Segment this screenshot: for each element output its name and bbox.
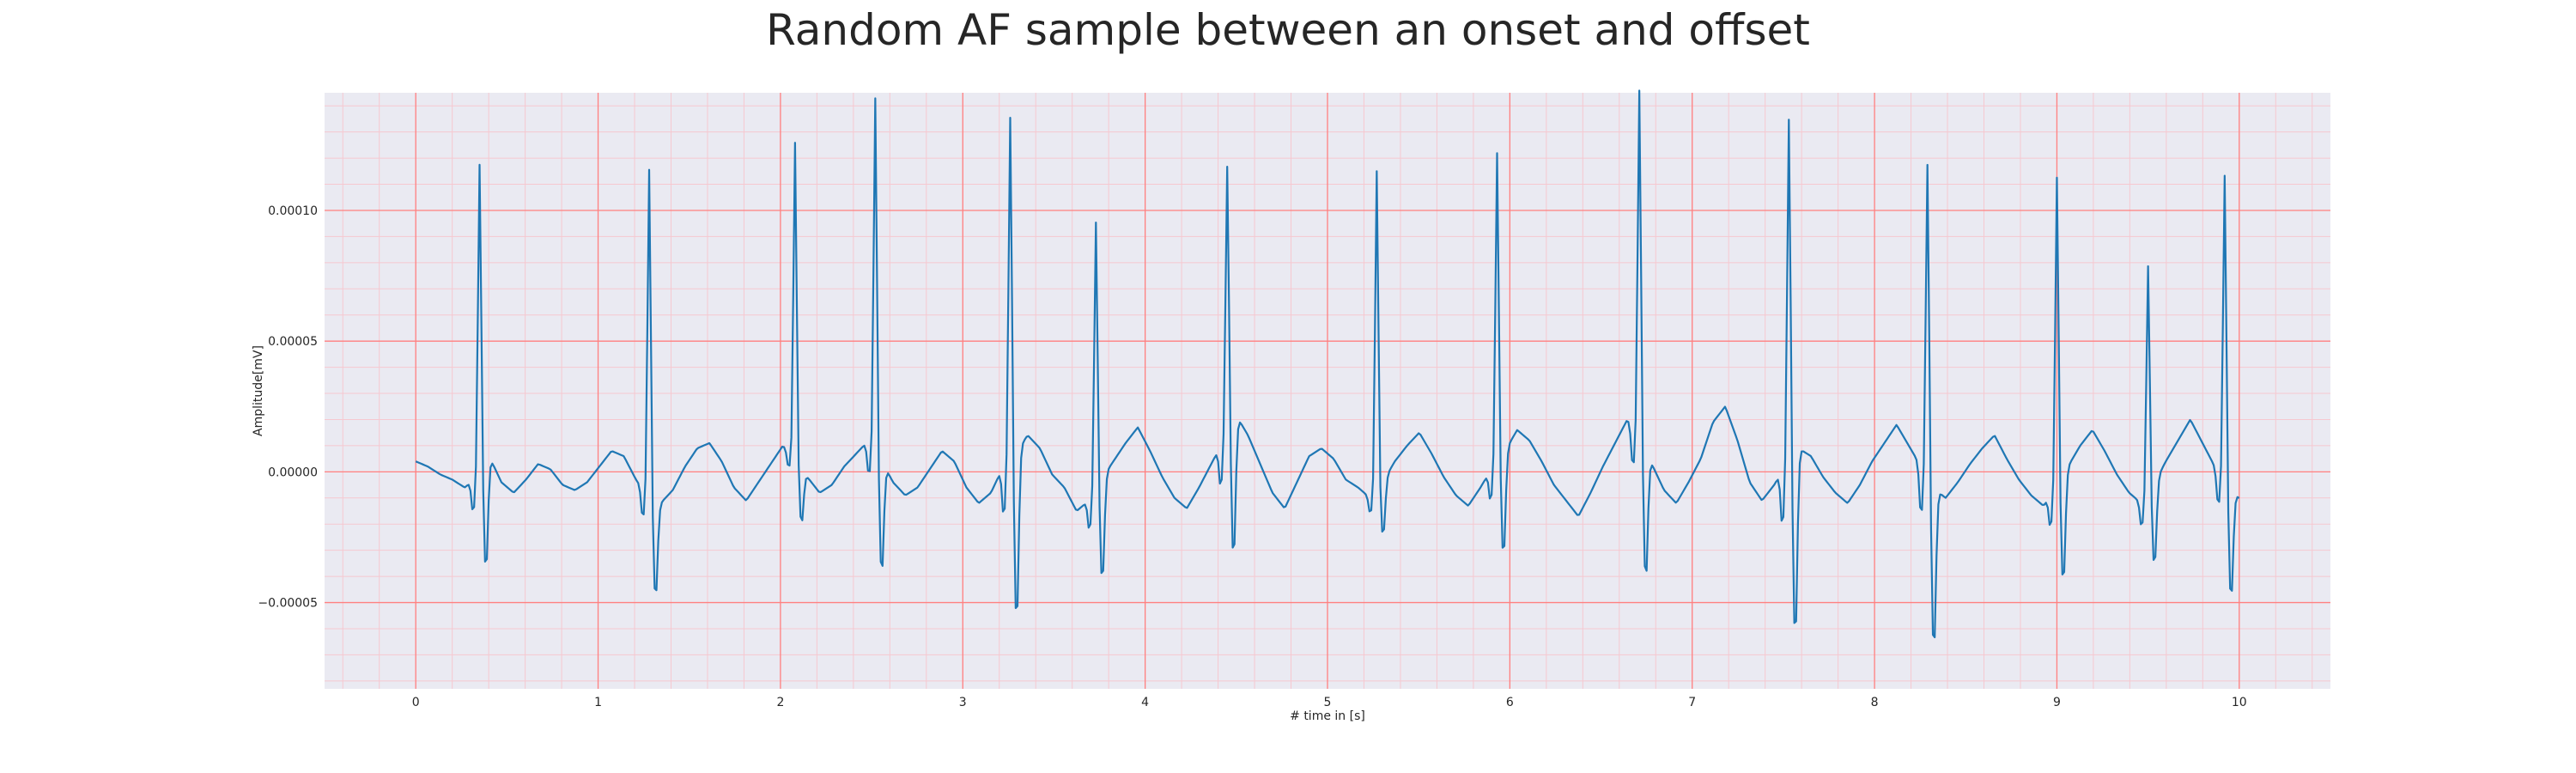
y-axis-ticks: −0.00005 0.00000 0.00005 0.00010 [258, 204, 318, 611]
x-tick-label: 3 [959, 696, 967, 709]
x-tick-label: 9 [2053, 696, 2061, 709]
y-axis-label: Amplitude[mV] [252, 345, 265, 436]
x-axis-label: # time in [s] [1290, 709, 1365, 723]
x-axis-ticks: 0 1 2 3 4 5 6 7 8 9 10 [412, 696, 2247, 709]
x-tick-label: 10 [2232, 696, 2247, 709]
x-tick-label: 7 [1688, 696, 1696, 709]
x-tick-label: 2 [776, 696, 784, 709]
chart-title: Random AF sample between an onset and of… [766, 5, 1810, 55]
x-tick-label: 4 [1141, 696, 1149, 709]
x-tick-label: 1 [594, 696, 602, 709]
x-tick-label: 6 [1506, 696, 1514, 709]
y-tick-label: 0.00005 [268, 335, 318, 349]
x-tick-label: 5 [1324, 696, 1332, 709]
y-tick-label: 0.00010 [268, 204, 318, 218]
major-grid [325, 93, 2330, 689]
y-tick-label: 0.00000 [268, 466, 318, 479]
y-tick-label: −0.00005 [258, 597, 318, 611]
series-layer [415, 89, 2240, 639]
x-tick-label: 0 [412, 696, 420, 709]
x-tick-label: 8 [1871, 696, 1879, 709]
ecg-series-line [415, 89, 2240, 639]
